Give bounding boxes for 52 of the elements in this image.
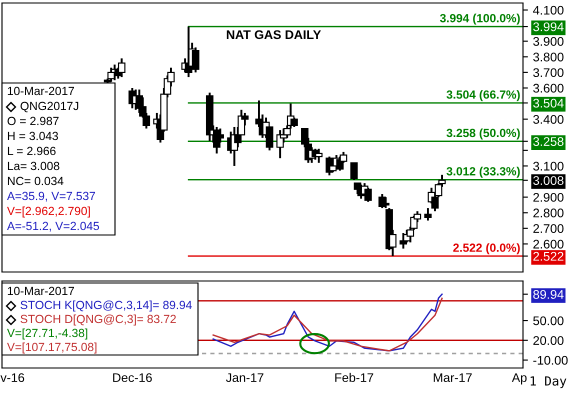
y-tick-label: -10.00 xyxy=(533,356,568,365)
y-tick-label: 3.600 xyxy=(533,84,564,93)
candlestick xyxy=(350,162,358,181)
y-tick-label: 20.00 xyxy=(533,336,564,345)
x-tick-label: Dec-16 xyxy=(113,373,152,382)
y-tick-label: 3.900 xyxy=(533,37,564,46)
y-tick-label: 4.100 xyxy=(533,6,564,15)
ref-line-label: 2.522 (0.0%) xyxy=(453,243,520,254)
y-tick-label: 3.100 xyxy=(533,162,564,171)
annotation: QNG2017J xyxy=(20,102,78,112)
y-tick-label: 3.504 xyxy=(533,98,564,108)
x-tick-label: Feb-17 xyxy=(335,372,374,382)
annotation: La= 3.008 xyxy=(8,162,60,170)
x-tick-label: Jan-17 xyxy=(226,373,264,382)
ref-line-label: 3.258 (50.0%) xyxy=(446,128,520,140)
annotation: 10-Mar-2017 xyxy=(8,286,74,296)
ref-line-label: 3.504 (66.7%) xyxy=(446,90,520,102)
text: NAT GAS DAILY xyxy=(226,30,321,40)
y-tick-label: 3.994 xyxy=(533,22,564,32)
ref-line-label: 3.994 (100.0%) xyxy=(440,14,520,25)
y-tick-label: 3.008 xyxy=(533,176,564,185)
y-tick-label: 2.600 xyxy=(533,240,564,249)
x-tick-label: Mar-17 xyxy=(434,373,472,382)
y-tick-label: 3.800 xyxy=(533,52,564,62)
annotation: L = 2.966 xyxy=(8,146,56,156)
x-tick-label: v-16 xyxy=(0,373,24,382)
text: STOCH D[QNG@C,3]= 83.72 xyxy=(20,314,176,326)
candlestick xyxy=(424,207,432,222)
x-tick-label: Ap xyxy=(512,373,527,385)
y-tick-label: 2.800 xyxy=(533,208,564,218)
ref-line-label: 3.012 (33.3%) xyxy=(446,166,520,178)
y-tick-label: 89.94 xyxy=(533,290,564,299)
y-tick-label: 50.00 xyxy=(533,316,564,326)
annotation: 10-Mar-2017 xyxy=(8,86,74,96)
y-tick-label: 2.900 xyxy=(533,192,564,202)
annotation: NC= 0.034 xyxy=(8,176,64,186)
annotation: V=[2.962,2.790] xyxy=(7,206,90,218)
annotation: H = 3.043 xyxy=(8,132,58,140)
text: 1 Day xyxy=(530,376,566,388)
candlestick xyxy=(118,57,126,78)
y-tick-label: 3.400 xyxy=(533,114,564,124)
y-tick-label: 3.258 xyxy=(533,137,564,146)
y-tick-label: 3.700 xyxy=(533,68,564,78)
annotation: A=35.9, V=7.537 xyxy=(7,192,96,202)
y-tick-label: 2.522 xyxy=(533,252,564,261)
annotation: V=[27.71,-4.38] xyxy=(7,328,88,340)
annotation: A=-51.2, V=2.045 xyxy=(7,222,100,232)
candlestick xyxy=(216,128,224,144)
text: STOCH K[QNG@C,3,14]= 89.94 xyxy=(20,300,192,312)
annotation: O = 2.987 xyxy=(8,116,59,126)
y-tick-label: 2.700 xyxy=(533,224,564,233)
annotation: V=[107.17,75.08] xyxy=(7,342,96,354)
